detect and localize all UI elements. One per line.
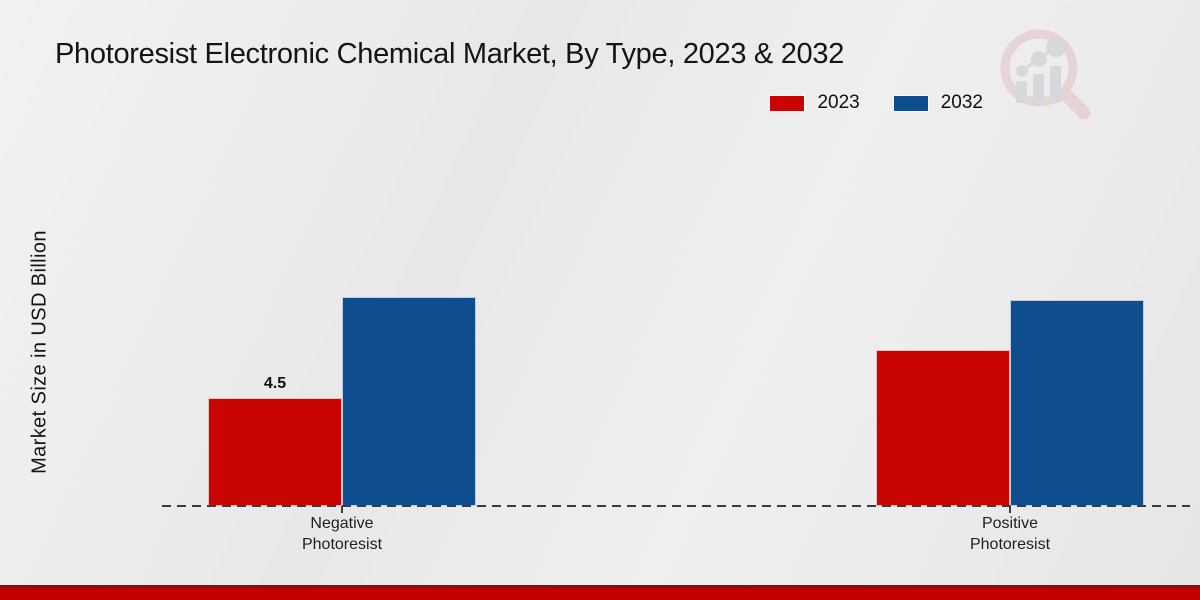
- legend-item-2023: 2023: [770, 92, 860, 114]
- chart-title: Photoresist Electronic Chemical Market, …: [55, 38, 845, 70]
- legend-swatch-2023: [770, 95, 805, 111]
- bar-value-label: 4.5: [263, 375, 287, 392]
- footer-accent-bar: [0, 585, 1200, 600]
- bar-2032-negative-photoresist: [342, 297, 476, 506]
- legend-item-2032: 2032: [893, 92, 983, 114]
- magnifier-barchart-watermark-icon: [1000, 29, 1091, 120]
- category-label-negative-photoresist: Negative Photoresist: [301, 515, 383, 554]
- legend-swatch-2032: [893, 95, 928, 111]
- axis-tick: [1009, 506, 1011, 513]
- axis-tick: [341, 506, 343, 513]
- bar-2023-positive-photoresist: [876, 350, 1010, 506]
- category-label-positive-photoresist: Positive Photoresist: [969, 515, 1051, 554]
- bar-2023-negative-photoresist: [208, 398, 342, 506]
- legend: 2023 2032: [770, 92, 983, 114]
- legend-label: 2023: [817, 92, 860, 113]
- legend-label: 2032: [940, 92, 983, 113]
- bar-2032-positive-photoresist: [1010, 300, 1144, 506]
- x-axis-baseline: [162, 505, 1190, 507]
